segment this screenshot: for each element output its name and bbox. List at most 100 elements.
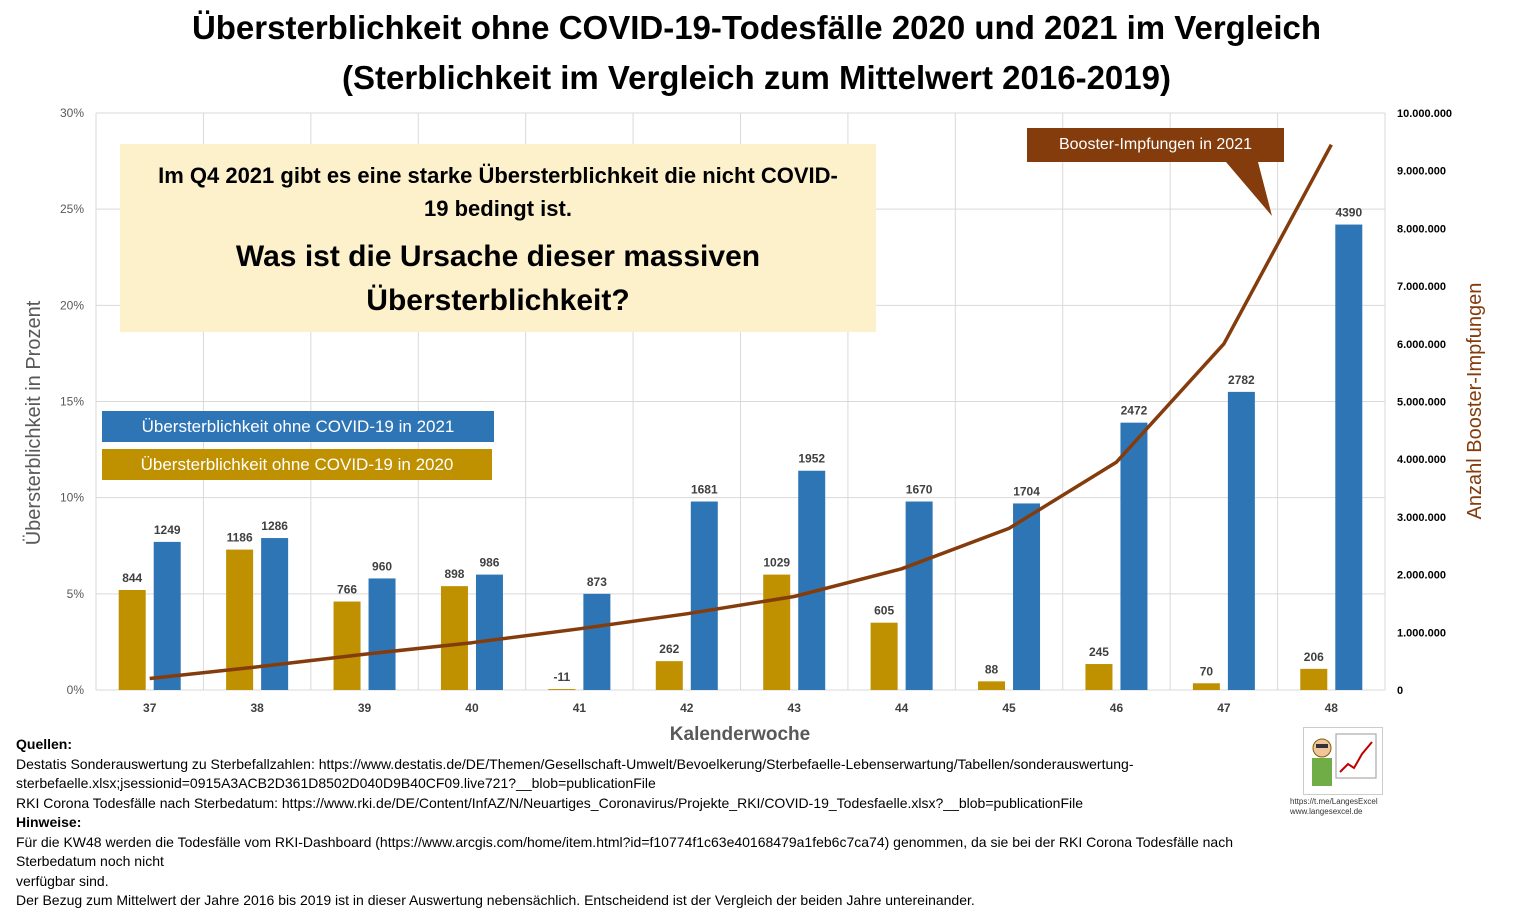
bar-2020	[870, 622, 898, 690]
bar-label-2021: 986	[479, 556, 499, 570]
bar-label-2021: 2472	[1121, 404, 1148, 418]
bar-2020	[1192, 683, 1220, 690]
bar-label-2020: 766	[337, 583, 357, 597]
source-destatis-1: Destatis Sonderauswertung zu Sterbefallz…	[16, 755, 1134, 772]
legend-2020: Übersterblichkeit ohne COVID-19 in 2020	[102, 449, 492, 480]
y2-tick-label: 5.000.000	[1397, 397, 1446, 409]
y-tick-label: 25%	[60, 202, 84, 216]
y-tick-label: 20%	[60, 298, 84, 312]
logo-website: www.langesexcel.de	[1290, 807, 1363, 816]
x-tick-label: 40	[465, 701, 479, 715]
bars	[118, 224, 1363, 690]
bar-2021	[475, 574, 503, 690]
legend-2021: Übersterblichkeit ohne COVID-19 in 2021	[102, 411, 494, 442]
bar-label-2020: 1029	[763, 556, 790, 570]
bar-label-2020: 1186	[227, 531, 253, 545]
x-tick-label: 38	[250, 701, 264, 715]
logo-image	[1303, 727, 1383, 795]
bar-2020	[440, 586, 468, 690]
bar-label-2020: 245	[1089, 645, 1109, 659]
x-tick-label: 44	[895, 701, 909, 715]
note-reference: Der Bezug zum Mittelwert der Jahre 2016 …	[16, 892, 975, 908]
y-tick-label: 30%	[60, 106, 84, 120]
callout-box: Im Q4 2021 gibt es eine starke Übersterb…	[120, 144, 876, 332]
logo-telegram: https://t.me/LangesExcel	[1290, 797, 1378, 806]
bar-labels: 844 1249 1186 1286 766 960 898 986 -11 873 262 1681…	[122, 206, 1362, 684]
bar-2020	[655, 661, 683, 690]
source-destatis-2: sterbefaelle.xlsx;jsessionid=0915A3ACB2D…	[16, 775, 656, 791]
bar-2021	[905, 501, 933, 690]
x-axis-title: Kalenderwoche	[670, 724, 810, 745]
x-tick-label: 47	[1217, 701, 1231, 715]
bar-label-2020: 898	[444, 567, 464, 581]
x-axis: 37 38 39 40 41 42 43 44 45 46 47 48	[143, 701, 1338, 715]
y2-tick-label: 0	[1397, 685, 1403, 697]
bar-label-2021: 2782	[1228, 373, 1255, 387]
bar-label-2020: 262	[659, 642, 679, 656]
bar-label-2020: -11	[554, 670, 571, 684]
bar-label-2020: 70	[1200, 664, 1214, 678]
y2-tick-label: 10.000.000	[1397, 108, 1452, 120]
callout-line2: Was ist die Ursache dieser massiven Über…	[235, 240, 761, 317]
bar-2021	[583, 593, 611, 690]
bar-label-2021: 1681	[691, 483, 718, 497]
bar-label-2021: 1286	[261, 519, 288, 533]
bar-label-2020: 605	[874, 604, 894, 618]
booster-callout-pointer	[1226, 162, 1272, 216]
bar-2021	[153, 541, 181, 690]
note-kw48-2: verfügbar sind.	[16, 872, 109, 889]
sources-heading: Quellen:	[16, 736, 73, 752]
x-tick-label: 37	[143, 701, 157, 715]
bar-label-2021: 873	[587, 575, 607, 589]
note-kw48-1: Für die KW48 werden die Todesfälle vom R…	[16, 833, 1234, 870]
bar-2021	[1013, 503, 1041, 690]
bar-2021	[1227, 391, 1255, 690]
chart-subtitle: (Sterblichkeit im Vergleich zum Mittelwe…	[342, 59, 1171, 96]
y2-tick-label: 4.000.000	[1397, 454, 1446, 466]
y-axis-title: Übersterblichkeit in Prozent	[23, 300, 45, 545]
notes-heading: Hinweise:	[16, 814, 82, 830]
bar-label-2021: 1952	[798, 452, 825, 466]
y-tick-label: 5%	[67, 587, 85, 601]
x-tick-label: 42	[680, 701, 694, 715]
bar-2021	[1120, 422, 1148, 690]
bar-label-2021: 4390	[1335, 206, 1362, 220]
y-axis-left: 0% 5% 10% 15% 20% 25% 30%	[60, 106, 84, 697]
y2-axis-title: Anzahl Booster-Impfungen	[1464, 283, 1486, 520]
bar-2020	[1085, 664, 1113, 690]
bar-2021	[690, 501, 718, 690]
bar-label-2020: 206	[1304, 650, 1324, 664]
logo-caption: https://t.me/LangesExcel www.langesexcel…	[1290, 797, 1378, 817]
x-tick-label: 48	[1325, 701, 1339, 715]
x-tick-label: 39	[358, 701, 372, 715]
bar-2020	[1300, 668, 1328, 690]
y2-tick-label: 1.000.000	[1397, 627, 1446, 639]
y-tick-label: 10%	[60, 491, 84, 505]
footer-notes: Quellen: Destatis Sonderauswertung zu St…	[16, 735, 1256, 911]
booster-line	[149, 143, 1333, 681]
y2-tick-label: 7.000.000	[1397, 281, 1446, 293]
bar-label-2021: 1670	[906, 483, 933, 497]
bar-2020	[763, 574, 791, 690]
callout-line1: Im Q4 2021 gibt es eine starke Übersterb…	[158, 163, 838, 221]
y-tick-label: 15%	[60, 395, 84, 409]
bar-2021	[368, 578, 396, 690]
chart-title: Übersterblichkeit ohne COVID-19-Todesfäl…	[191, 9, 1322, 46]
y2-tick-label: 9.000.000	[1397, 166, 1446, 178]
bar-label-2020: 88	[985, 662, 999, 676]
bar-2021	[798, 470, 826, 690]
x-tick-label: 46	[1110, 701, 1124, 715]
legend-booster: Booster-Impfungen in 2021	[1027, 128, 1284, 162]
y-axis-right: 0 1.000.000 2.000.000 3.000.000 4.000.000 5.0…	[1397, 108, 1452, 697]
y2-tick-label: 2.000.000	[1397, 570, 1446, 582]
bar-label-2021: 1249	[154, 523, 181, 537]
y2-tick-label: 6.000.000	[1397, 339, 1446, 351]
x-tick-label: 43	[788, 701, 802, 715]
bar-label-2021: 1704	[1013, 484, 1040, 498]
y2-tick-label: 8.000.000	[1397, 223, 1446, 235]
bar-label-2021: 960	[372, 559, 392, 573]
y-tick-label: 0%	[67, 683, 85, 697]
source-rki: RKI Corona Todesfälle nach Sterbedatum: …	[16, 794, 1084, 811]
bar-2020	[548, 689, 576, 690]
bar-2020	[118, 589, 146, 690]
